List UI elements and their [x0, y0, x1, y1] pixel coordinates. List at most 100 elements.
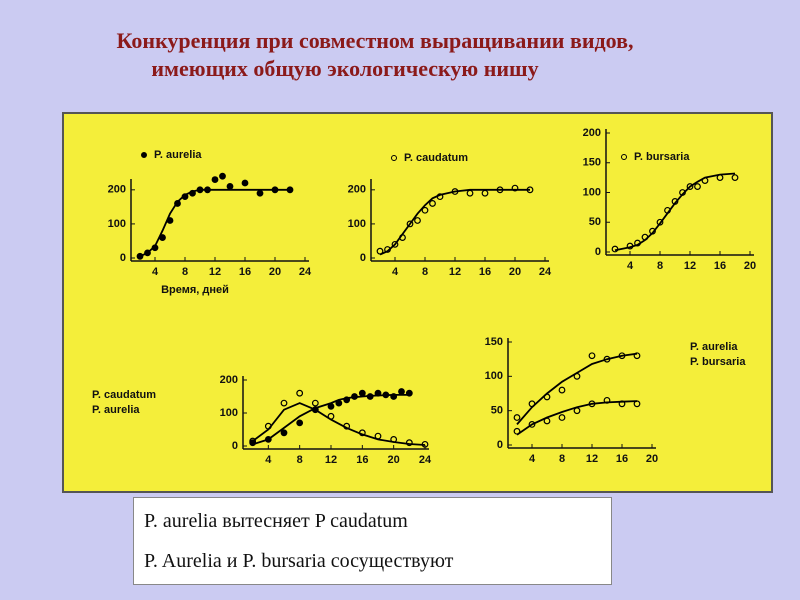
data-point	[573, 372, 581, 380]
data-point	[376, 247, 384, 255]
data-point	[181, 193, 189, 201]
y-tick-label: 0	[497, 439, 503, 451]
data-point	[219, 172, 226, 180]
data-point	[414, 217, 421, 224]
x-tick-label: 12	[684, 260, 696, 272]
data-point	[286, 186, 294, 194]
data-point	[249, 439, 257, 447]
data-point	[405, 439, 413, 447]
data-point	[603, 355, 611, 363]
data-point	[603, 396, 611, 404]
data-point	[204, 186, 211, 194]
data-point	[390, 436, 398, 443]
legend-marker	[391, 155, 397, 161]
y-tick-label: 0	[595, 246, 601, 258]
data-point	[611, 245, 619, 253]
x-axis-label: Время, дней	[161, 284, 229, 296]
data-point	[358, 389, 366, 397]
y-tick-label: 100	[583, 186, 601, 198]
data-point	[618, 352, 626, 360]
data-point	[573, 407, 581, 415]
data-point	[633, 352, 641, 360]
data-point	[558, 414, 566, 421]
data-point	[343, 422, 351, 430]
data-point	[256, 189, 264, 197]
x-tick-label: 20	[509, 266, 521, 278]
data-point	[558, 386, 566, 394]
data-point	[271, 186, 279, 194]
data-point	[421, 440, 429, 448]
title: Конкуренция при совместном выращивании в…	[116, 28, 634, 53]
data-point	[664, 206, 671, 214]
data-point	[384, 246, 391, 253]
x-tick-label: 12	[209, 266, 221, 278]
data-point	[656, 218, 664, 226]
data-point	[264, 436, 272, 443]
data-point	[496, 186, 504, 194]
x-tick-label: 16	[714, 260, 726, 272]
y-tick-label: 100	[348, 218, 366, 230]
fit-curve	[614, 172, 736, 252]
data-point	[633, 400, 641, 408]
x-tick-label: 4	[529, 453, 536, 465]
data-point	[701, 177, 709, 185]
data-point	[511, 184, 519, 192]
data-point	[543, 417, 551, 425]
data-point	[296, 389, 304, 397]
x-tick-label: 20	[744, 260, 756, 272]
data-point	[241, 179, 249, 187]
legend-label: P. caudatum	[92, 389, 156, 401]
data-point	[166, 217, 174, 224]
x-tick-label: 12	[449, 266, 461, 278]
y-tick-label: 200	[108, 184, 126, 196]
legend-label: P. bursaria	[634, 151, 690, 163]
data-point	[405, 389, 413, 397]
data-point	[264, 422, 272, 430]
caption: P. Aurelia и P. bursaria сосуществуют	[144, 550, 454, 572]
legend-marker	[621, 154, 627, 160]
data-point	[543, 393, 551, 401]
y-tick-label: 0	[120, 252, 126, 264]
data-point	[436, 193, 444, 201]
data-point	[196, 186, 204, 194]
fit-curve	[516, 352, 638, 425]
x-tick-label: 24	[419, 454, 432, 466]
x-tick-label: 20	[388, 454, 400, 466]
x-tick-label: 12	[586, 453, 598, 465]
x-tick-label: 4	[152, 266, 159, 278]
data-point	[513, 414, 521, 421]
data-point	[528, 400, 536, 408]
legend-label: P. aurelia	[154, 149, 202, 161]
fit-curve	[252, 393, 410, 446]
x-tick-label: 20	[646, 453, 658, 465]
x-tick-label: 8	[422, 266, 428, 278]
data-point	[694, 183, 701, 190]
data-point	[144, 249, 151, 257]
data-point	[174, 200, 181, 207]
data-point	[634, 239, 641, 247]
legend-label: P. aurelia	[690, 341, 738, 353]
title: имеющих общую экологическую нишу	[151, 56, 539, 81]
data-point	[159, 234, 166, 241]
data-point	[374, 432, 382, 440]
y-tick-label: 100	[220, 407, 238, 419]
data-point	[626, 242, 634, 250]
caption: P. aurelia вытесняет P caudatum	[144, 510, 408, 532]
legend-label: P. caudatum	[404, 152, 468, 164]
y-tick-label: 200	[220, 374, 238, 386]
x-tick-label: 16	[616, 453, 628, 465]
legend-label: P. bursaria	[690, 356, 746, 368]
data-point	[343, 396, 351, 404]
x-tick-label: 8	[182, 266, 188, 278]
data-point	[481, 189, 489, 197]
y-tick-label: 150	[583, 157, 601, 169]
data-point	[671, 198, 679, 205]
data-point	[618, 400, 626, 408]
data-point	[327, 412, 335, 420]
data-point	[451, 188, 459, 195]
fit-curve	[252, 402, 426, 446]
data-point	[136, 252, 144, 260]
data-point	[358, 429, 366, 437]
data-point	[716, 174, 724, 182]
